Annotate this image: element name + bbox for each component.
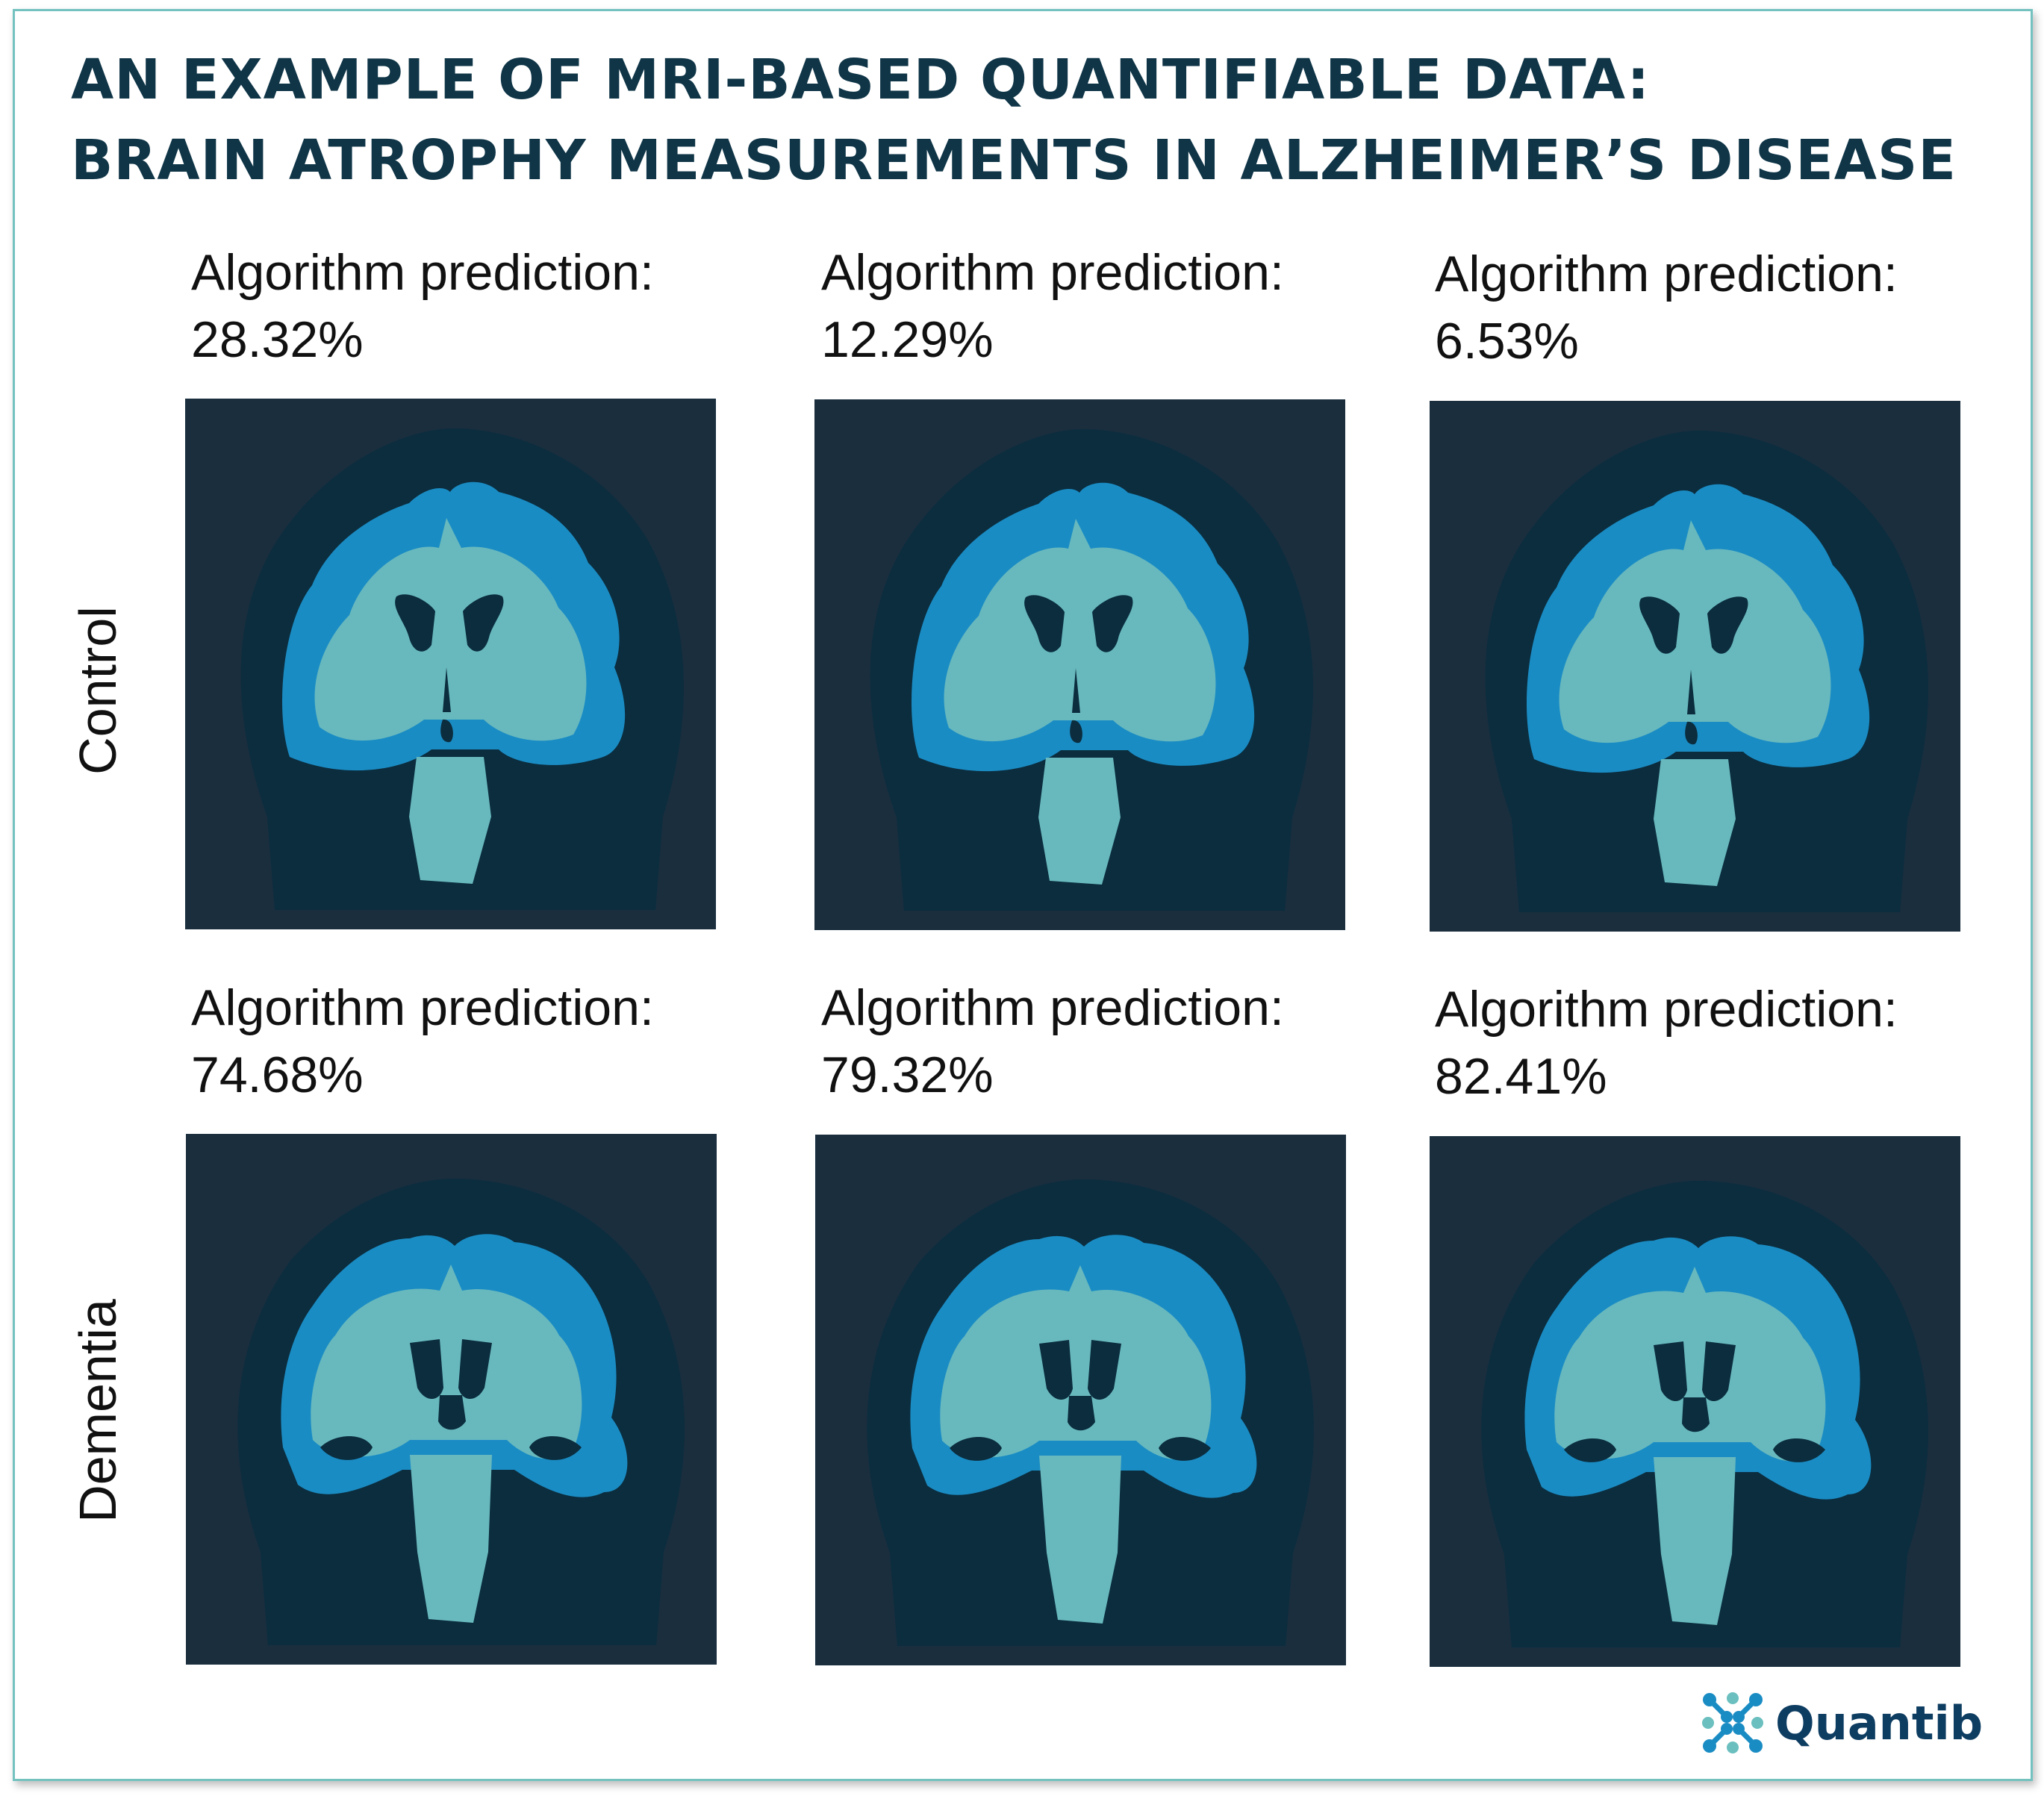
prediction-value: 12.29% — [821, 311, 994, 368]
prediction-caption: Algorithm prediction: 28.32% — [191, 239, 654, 373]
caption-label: Algorithm prediction: — [1435, 981, 1898, 1038]
quantib-logo-text: Quantib — [1775, 1695, 1984, 1750]
mri-scan-control-2 — [814, 399, 1345, 930]
mri-scan-dementia-3 — [1430, 1136, 1960, 1667]
mri-scan-control-1 — [185, 399, 716, 929]
prediction-value: 74.68% — [191, 1047, 364, 1103]
quantib-logo: Quantib — [1701, 1691, 1983, 1755]
prediction-caption: Algorithm prediction: 6.53% — [1435, 240, 1898, 375]
caption-label: Algorithm prediction: — [1435, 246, 1898, 302]
prediction-caption: Algorithm prediction: 79.32% — [821, 974, 1284, 1109]
title-line-2: BRAIN ATROPHY MEASUREMENTS IN ALZHEIMER’… — [71, 128, 1957, 193]
caption-label: Algorithm prediction: — [191, 244, 654, 301]
prediction-caption: Algorithm prediction: 12.29% — [821, 239, 1284, 373]
row-label-control: Control — [69, 606, 127, 775]
title-line-1: AN EXAMPLE OF MRI-BASED QUANTIFIABLE DAT… — [71, 48, 1651, 112]
caption-label: Algorithm prediction: — [821, 244, 1284, 301]
mri-scan-dementia-1 — [186, 1134, 717, 1665]
mri-scan-dementia-2 — [815, 1135, 1346, 1665]
caption-label: Algorithm prediction: — [821, 979, 1284, 1036]
prediction-value: 82.41% — [1435, 1048, 1607, 1105]
quantib-logo-icon — [1702, 1692, 1763, 1753]
prediction-value: 6.53% — [1435, 313, 1579, 370]
prediction-caption: Algorithm prediction: 82.41% — [1435, 976, 1898, 1110]
prediction-value: 79.32% — [821, 1047, 994, 1103]
mri-scan-control-3 — [1430, 401, 1960, 932]
prediction-value: 28.32% — [191, 311, 364, 368]
prediction-caption: Algorithm prediction: 74.68% — [191, 974, 654, 1109]
caption-label: Algorithm prediction: — [191, 979, 654, 1036]
row-label-dementia: Dementia — [69, 1299, 127, 1523]
